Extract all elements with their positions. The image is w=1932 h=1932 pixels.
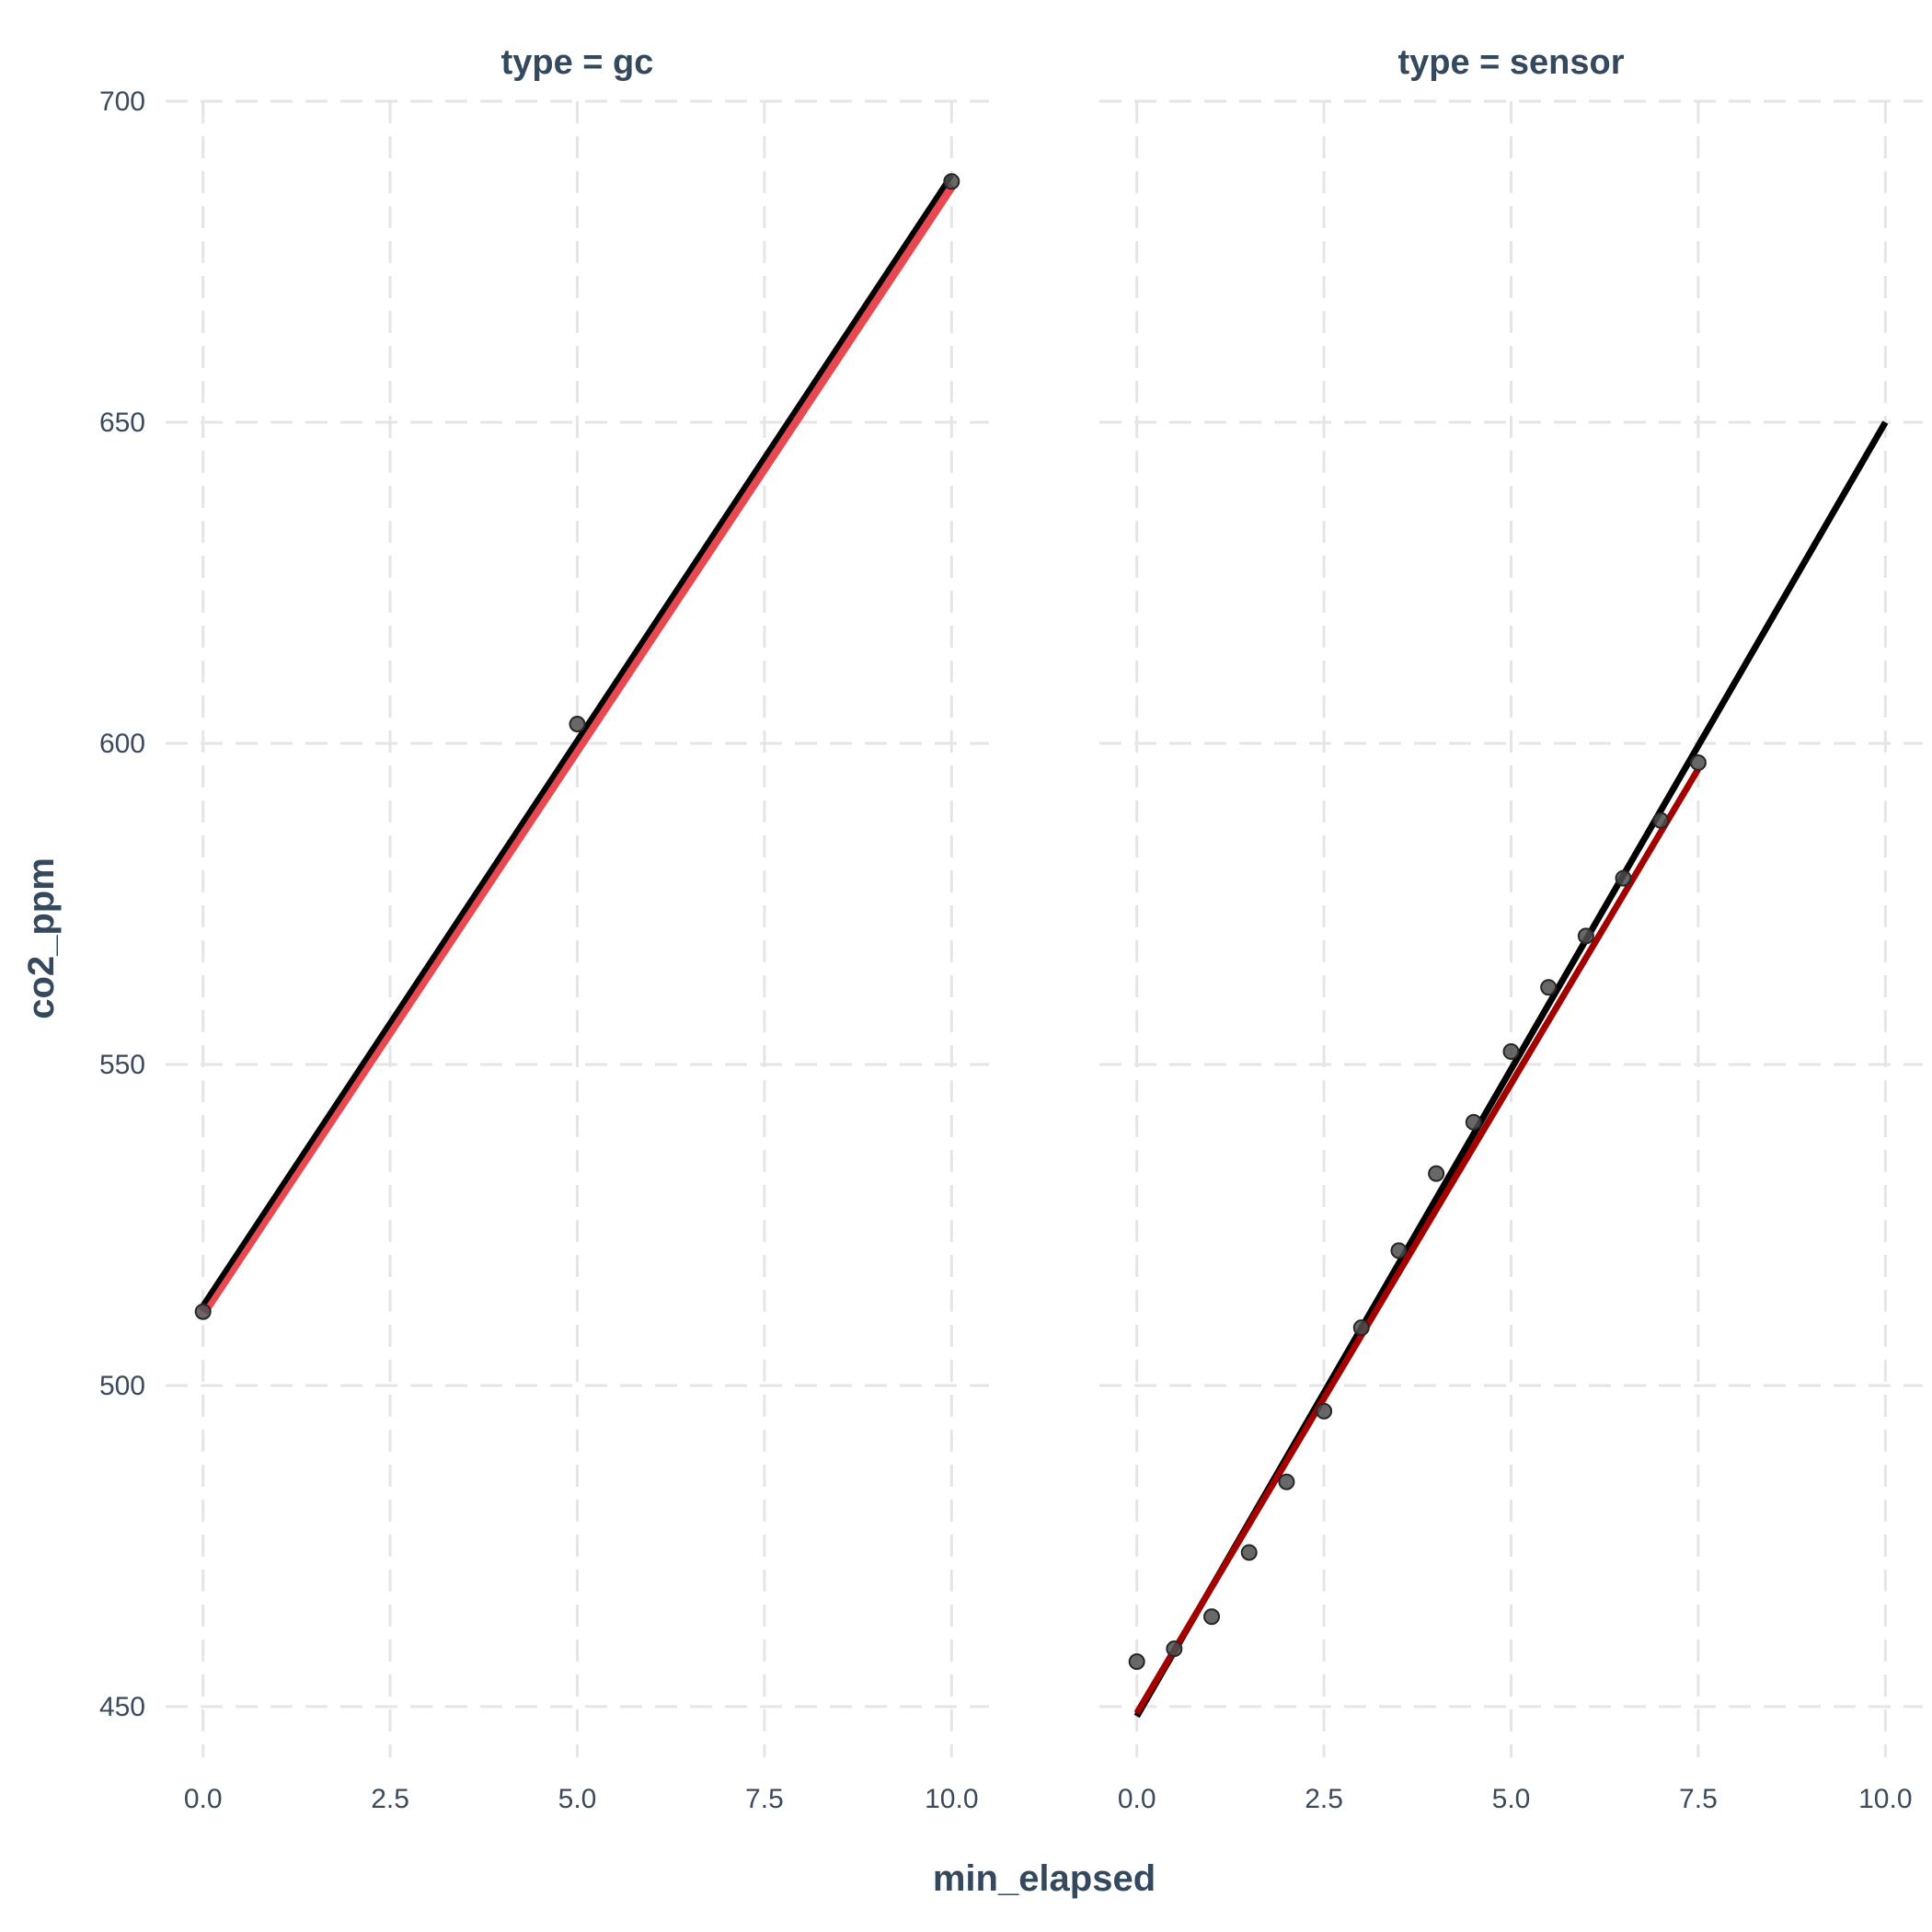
data-point [1540, 979, 1558, 996]
data-point [1203, 1608, 1221, 1626]
data-point [569, 716, 586, 733]
red-fit-line [1133, 767, 1701, 1715]
data-point [1316, 1402, 1333, 1420]
x-tick-label: 5.0 [558, 1784, 597, 1814]
panel-sensor: type = sensor 0.0 2.5 5.0 7.5 10.0 [1099, 43, 1923, 1814]
data-point [1577, 927, 1594, 945]
y-tick-label: 650 [99, 408, 145, 438]
gridlines [1099, 99, 1923, 1757]
x-tick-label: 10.0 [925, 1784, 978, 1814]
x-tick-label: 0.0 [1118, 1784, 1156, 1814]
data-point [1615, 869, 1632, 887]
gridlines [166, 99, 989, 1757]
x-tick-label: 7.5 [745, 1784, 784, 1814]
data-point [1128, 1653, 1145, 1671]
x-tick-label: 2.5 [1305, 1784, 1343, 1814]
y-tick-label: 600 [99, 729, 145, 759]
data-point [1240, 1544, 1258, 1561]
red-fit-line [198, 181, 957, 1316]
data-point [1689, 753, 1707, 771]
x-tick-label: 7.5 [1679, 1784, 1718, 1814]
y-tick-label: 450 [99, 1692, 145, 1722]
x-tick-label: 10.0 [1858, 1784, 1912, 1814]
strip-label-gc: type = gc [501, 43, 654, 82]
data-point [943, 173, 960, 190]
data-point [1465, 1113, 1482, 1131]
x-tick-label: 5.0 [1492, 1784, 1531, 1814]
x-tick-label: 2.5 [371, 1784, 409, 1814]
data-point [194, 1303, 212, 1320]
data-point [1428, 1165, 1445, 1182]
data-point [1352, 1319, 1370, 1337]
y-axis-title: co2_ppm [21, 857, 62, 1019]
x-axis-title: min_elapsed [933, 1858, 1156, 1899]
strip-label-sensor: type = sensor [1397, 43, 1624, 82]
data-point [1502, 1043, 1520, 1061]
data-point [1390, 1242, 1408, 1259]
data-point [1166, 1640, 1183, 1658]
data-point [1652, 811, 1670, 829]
black-fit-line [201, 173, 954, 1307]
panel-gc: type = gc 0.0 2.5 5.0 7.5 10.0 [166, 43, 989, 1814]
y-tick-label: 700 [99, 86, 145, 117]
x-tick-label: 0.0 [184, 1784, 223, 1814]
y-axis-ticks: 450 500 550 600 650 700 [99, 86, 145, 1722]
data-point [1278, 1473, 1295, 1490]
y-tick-label: 550 [99, 1050, 145, 1080]
y-tick-label: 500 [99, 1371, 145, 1401]
